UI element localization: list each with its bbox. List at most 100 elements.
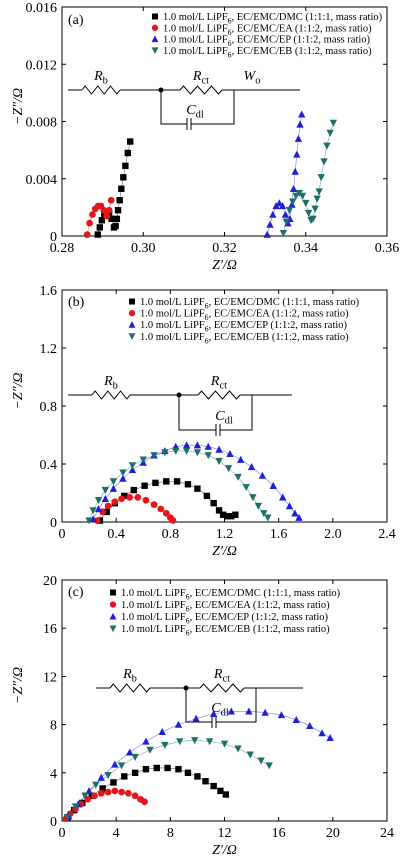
legend-entry-text: 1.0 mol/L LiPF6, EC/EMC/EP (1:1:2, mass …: [163, 35, 371, 49]
data-point: [161, 741, 169, 749]
data-point: [258, 471, 267, 479]
x-axis-label: Z′/Ω: [212, 258, 237, 273]
x-tick-label: 0.36: [375, 241, 400, 256]
data-point: [94, 505, 103, 513]
data-point: [83, 231, 91, 238]
data-point: [101, 486, 110, 494]
legend-entry-text: 1.0 mol/L LiPF6, EC/EMC/EB (1:1:2, mass …: [121, 624, 330, 638]
resistor: [199, 683, 245, 693]
legend-marker: [128, 333, 136, 340]
data-point: [118, 185, 125, 192]
data-series-4: [279, 119, 338, 237]
data-point: [282, 218, 290, 226]
data-point: [110, 779, 117, 786]
data-point: [279, 493, 287, 501]
data-point: [107, 196, 115, 204]
y-tick-label: 0.8: [40, 400, 58, 415]
data-point: [175, 765, 182, 773]
data-point: [172, 447, 180, 455]
y-tick-label: 0.012: [26, 58, 58, 73]
legend-marker: [109, 625, 117, 633]
series-line: [67, 739, 270, 818]
data-point: [184, 481, 192, 488]
y-tick-label: 20: [43, 574, 57, 589]
data-point: [131, 792, 139, 800]
x-tick-label: 0.28: [50, 241, 75, 256]
data-point: [215, 507, 223, 514]
y-tick-label: 16: [43, 622, 57, 637]
data-point: [103, 508, 110, 516]
data-point: [234, 473, 242, 481]
data-point: [150, 452, 158, 460]
data-point: [317, 174, 325, 182]
x-tick-label: 12: [218, 826, 232, 841]
data-point: [63, 814, 72, 822]
y-tick-label: 1.2: [40, 342, 58, 357]
data-point: [112, 222, 119, 230]
circuit-label-rct: Rct: [192, 69, 209, 87]
legend-marker: [129, 298, 135, 305]
data-point: [122, 162, 129, 170]
data-point: [141, 798, 148, 806]
data-point: [126, 748, 134, 756]
data-point: [266, 220, 274, 228]
data-point: [104, 502, 112, 510]
data-point: [85, 787, 93, 795]
data-point: [289, 184, 298, 192]
data-point: [202, 778, 209, 785]
data-point: [121, 492, 128, 500]
resistor: [91, 390, 131, 400]
data-point: [228, 513, 235, 520]
legend-entry-text: 1.0 mol/L LiPF6, EC/EMC/DMC (1:1:1, mass…: [140, 297, 360, 311]
data-point: [279, 229, 288, 237]
circuit-wire-parallel: [160, 90, 235, 125]
data-point: [194, 773, 201, 780]
y-tick-label: 0.004: [26, 173, 58, 188]
data-point: [101, 494, 110, 502]
data-point: [142, 737, 150, 745]
data-point: [318, 729, 326, 737]
legend-marker: [152, 13, 158, 20]
y-axis-label: −Z″/Ω: [11, 88, 26, 125]
data-point: [96, 224, 103, 231]
data-point: [103, 212, 111, 220]
data-point: [224, 465, 233, 473]
data-point: [99, 785, 106, 792]
chart-panel-c: 0 4 8 12 16 20 24 0 4 8 12 16 20 Z′/Ω −Z″/Ω (c) 1.0 mol/…: [11, 574, 394, 858]
data-point: [134, 493, 142, 501]
legend-marker: [151, 35, 159, 43]
data-point: [131, 753, 139, 761]
circuit-label-rct: Rct: [213, 667, 230, 685]
data-point: [104, 788, 112, 796]
data-point: [158, 727, 166, 736]
data-point: [191, 737, 199, 745]
series-line: [92, 444, 300, 520]
data-point: [91, 792, 98, 800]
legend-marker: [128, 321, 136, 328]
equivalent-circuit: Rb Rct Cdl: [96, 667, 303, 728]
legend-entry-text: 1.0 mol/L LiPF6, EC/EMC/EP (1:1:2, mass …: [121, 612, 329, 626]
data-point: [261, 708, 269, 716]
data-point: [249, 494, 257, 502]
panel-label: (a): [68, 13, 84, 28]
data-point: [111, 498, 119, 506]
data-point: [293, 150, 301, 158]
data-point: [304, 209, 313, 217]
data-point: [292, 715, 300, 723]
data-point: [257, 757, 265, 765]
y-axis-label: −Z″/Ω: [11, 667, 26, 704]
data-point: [108, 215, 115, 223]
data-point: [84, 795, 92, 803]
x-tick-label: 0: [59, 527, 66, 542]
data-point: [291, 167, 299, 175]
data-point: [130, 486, 137, 494]
data-point: [232, 511, 239, 518]
data-point: [246, 751, 254, 759]
data-point: [152, 479, 159, 487]
equivalent-circuit: Rb Rct Cdl Wo: [68, 69, 300, 130]
x-tick-label: 8: [167, 826, 174, 841]
data-point: [285, 207, 294, 215]
data-point: [164, 764, 171, 772]
data-point: [278, 202, 287, 210]
data-point: [120, 174, 127, 181]
